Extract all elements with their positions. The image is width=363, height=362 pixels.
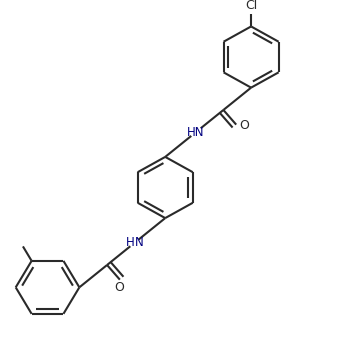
Text: O: O [239,119,249,132]
Text: HN: HN [187,126,204,139]
Text: O: O [114,281,124,294]
Text: H: H [126,236,135,249]
Text: Cl: Cl [245,0,257,12]
Text: N: N [135,236,143,249]
